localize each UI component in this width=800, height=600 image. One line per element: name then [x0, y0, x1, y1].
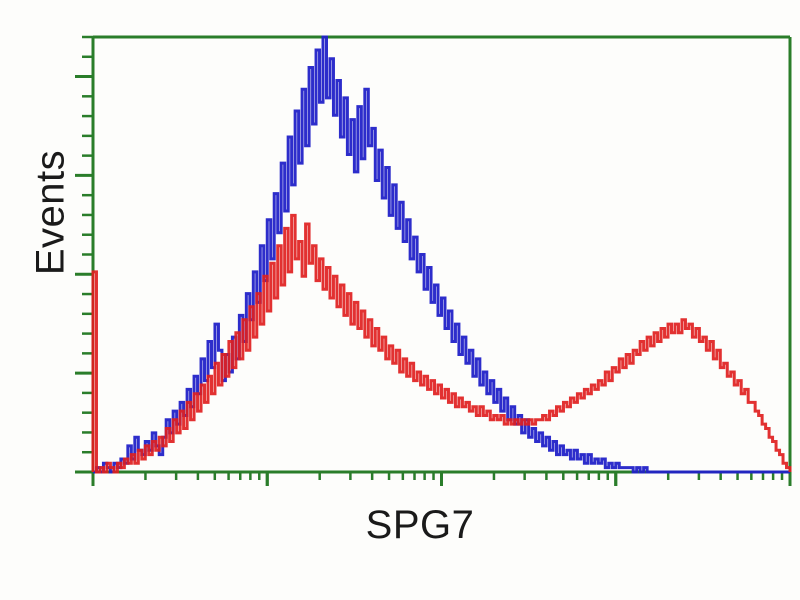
histogram-traces	[91, 35, 792, 474]
histogram-trace-red	[91, 213, 792, 474]
x-axis-ticks	[91, 472, 792, 486]
y-axis-title: Events	[28, 149, 73, 276]
x-axis-title: SPG7	[365, 503, 475, 547]
y-axis-ticks	[75, 35, 93, 474]
histogram-trace-blue	[93, 35, 790, 474]
